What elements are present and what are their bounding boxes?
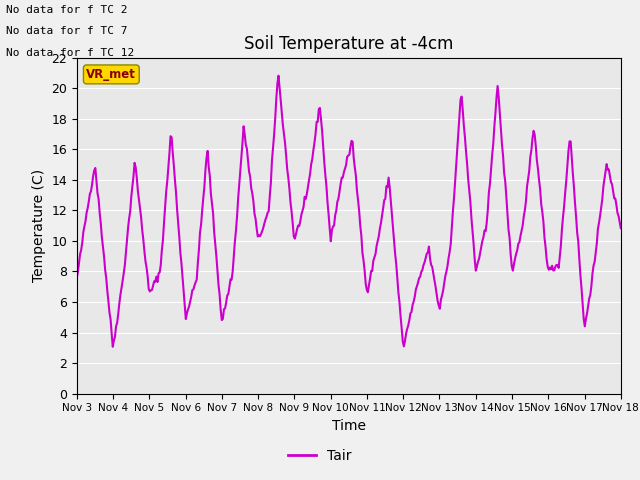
Text: VR_met: VR_met <box>86 68 136 81</box>
Text: No data for f TC 2: No data for f TC 2 <box>6 5 128 15</box>
Title: Soil Temperature at -4cm: Soil Temperature at -4cm <box>244 35 454 53</box>
X-axis label: Time: Time <box>332 419 366 433</box>
Y-axis label: Temperature (C): Temperature (C) <box>31 169 45 282</box>
Text: No data for f TC 12: No data for f TC 12 <box>6 48 134 58</box>
Text: No data for f TC 7: No data for f TC 7 <box>6 26 128 36</box>
Legend: Tair: Tair <box>283 443 357 468</box>
